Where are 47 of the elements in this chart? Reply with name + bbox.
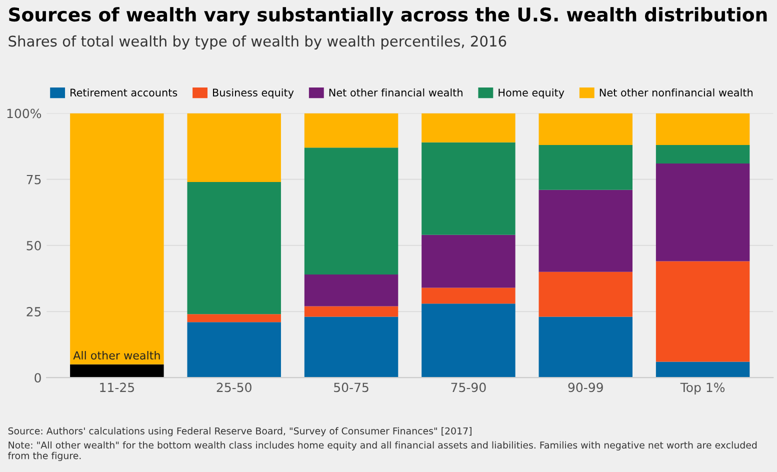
legend-label: Business equity [213, 88, 294, 99]
bar [538, 316, 633, 378]
source-note: Source: Authors' calculations using Federal Reserve Board, "Survey of Consumer Finances" [2017] [8, 427, 472, 436]
legend-label: Retirement accounts [70, 88, 178, 97]
legend-label: Home equity [498, 88, 564, 99]
bar [656, 113, 750, 145]
bar [304, 316, 398, 378]
x-tick-label: 75-90 [451, 382, 486, 392]
bar [304, 306, 398, 317]
text: Note: "All other wealth" for the bottom wealth class includes home equity and all financial assets and liabilities. Families with negative net worth are excluded from the figure. [8, 441, 757, 462]
y-tick-label: 100% [7, 108, 42, 118]
series-label: All other wealth [73, 350, 160, 360]
bar [304, 113, 398, 148]
bar [538, 190, 633, 272]
y-tick-label: 0 [34, 373, 41, 383]
bar [656, 362, 750, 378]
y-tick-label: 75 [26, 174, 41, 184]
bar [187, 182, 281, 314]
bar [304, 274, 398, 306]
bar [422, 113, 516, 142]
bar [187, 314, 281, 322]
bar [538, 272, 633, 317]
bar [70, 113, 164, 364]
legend-label: Net other financial wealth [329, 88, 462, 97]
bar [422, 234, 516, 288]
chart-subtitle: Shares of total wealth by type of wealth by wealth percentiles, 2016 [8, 35, 506, 50]
bar [656, 261, 750, 362]
bar [422, 142, 516, 235]
bar [656, 145, 750, 164]
y-tick-label: 25 [26, 306, 41, 316]
x-tick-label: 25-50 [216, 382, 252, 392]
bar [187, 113, 281, 182]
bar [187, 322, 281, 378]
x-tick-label: 50-75 [334, 382, 368, 392]
bar [422, 304, 516, 378]
bar [422, 288, 516, 304]
bar [656, 164, 750, 262]
bar [538, 113, 633, 145]
x-tick-label: 90-99 [568, 382, 603, 392]
x-tick-label: Top 1% [680, 382, 725, 395]
bar [538, 145, 633, 190]
bar [70, 364, 164, 378]
y-tick-label: 50 [26, 240, 41, 250]
legend-label: Net other nonfinancial wealth [600, 88, 752, 97]
chart-title: Sources of wealth vary substantially across the U.S. wealth distribution [9, 7, 767, 26]
x-tick-label: 11-25 [100, 382, 134, 392]
bar [304, 148, 398, 275]
